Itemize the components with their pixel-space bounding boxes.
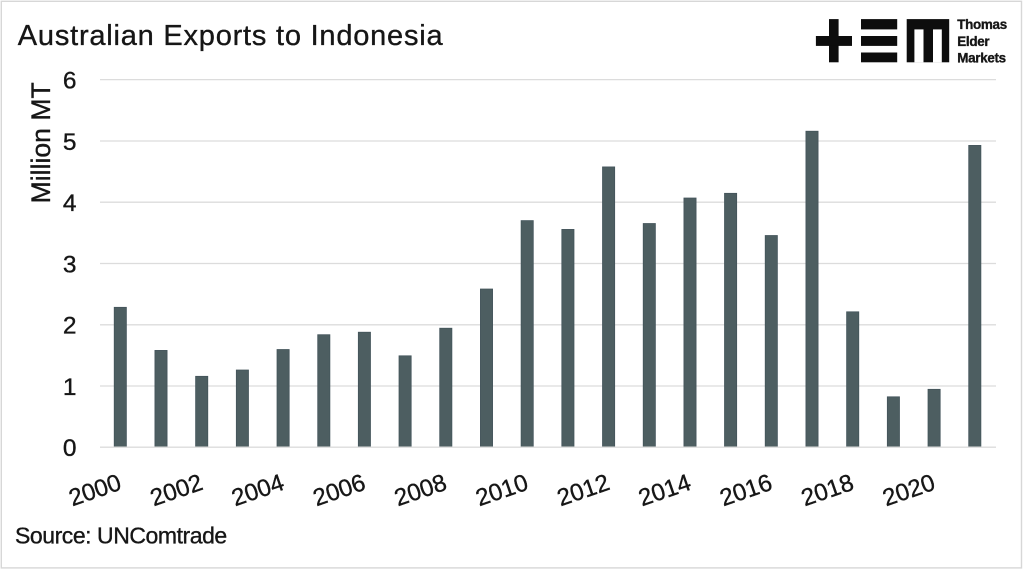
svg-text:0: 0 xyxy=(63,435,77,462)
svg-text:Markets: Markets xyxy=(957,50,1006,65)
svg-text:Million MT: Million MT xyxy=(26,82,56,203)
svg-text:1: 1 xyxy=(63,374,77,401)
svg-text:Elder: Elder xyxy=(957,34,990,49)
svg-text:Australian Exports to Indonesi: Australian Exports to Indonesia xyxy=(18,20,444,52)
svg-text:3: 3 xyxy=(63,251,77,278)
svg-text:4: 4 xyxy=(63,190,77,217)
svg-text:Source: UNComtrade: Source: UNComtrade xyxy=(15,523,227,549)
svg-text:2: 2 xyxy=(63,313,77,340)
svg-text:5: 5 xyxy=(63,129,77,156)
svg-text:Thomas: Thomas xyxy=(957,17,1007,32)
svg-text:6: 6 xyxy=(63,67,77,94)
